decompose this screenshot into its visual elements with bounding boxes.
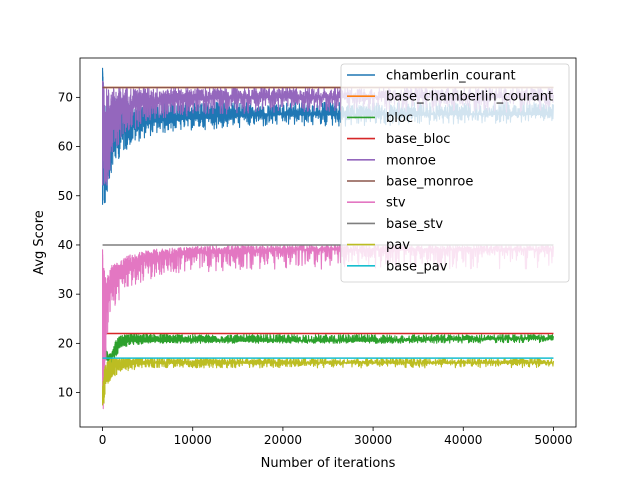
series-line-pav: [102, 357, 554, 406]
y-tick-label: 70: [58, 90, 73, 104]
y-tick-label: 50: [58, 189, 73, 203]
x-tick-label: 50000: [534, 433, 572, 447]
legend-label: base_bloc: [386, 132, 450, 147]
legend-label: monroe: [386, 153, 436, 168]
legend: chamberlin_courant base_chamberlin_couran…: [340, 63, 570, 283]
y-axis-title: Avg Score: [32, 210, 47, 275]
y-tick-label: 20: [58, 336, 73, 350]
legend-label: stv: [386, 196, 406, 211]
legend-label: base_monroe: [386, 175, 473, 190]
x-axis-title: Number of iterations: [261, 456, 396, 471]
legend-box: [340, 63, 570, 283]
legend-label: pav: [386, 238, 410, 253]
y-tick-label: 30: [58, 287, 73, 301]
series-line-bloc: [102, 333, 554, 364]
y-tick-label: 40: [58, 238, 73, 252]
x-tick-label: 30000: [354, 433, 392, 447]
legend-label: base_chamberlin_courant: [386, 90, 553, 105]
y-axis: 10 20 30 40 50 60 70: [58, 90, 80, 400]
legend-label: base_stv: [386, 217, 443, 232]
x-tick-label: 0: [99, 433, 107, 447]
y-tick-label: 10: [58, 386, 73, 400]
plot-frame: [79, 57, 577, 428]
x-tick-label: 40000: [444, 433, 482, 447]
legend-label: base_pav: [386, 259, 448, 274]
legend-label: chamberlin_courant: [386, 69, 516, 84]
legend-label: bloc: [386, 111, 413, 126]
y-tick-label: 60: [58, 140, 73, 154]
x-axis: 0 10000 20000 30000 40000 50000: [99, 427, 573, 447]
x-tick-label: 10000: [174, 433, 212, 447]
x-tick-label: 20000: [264, 433, 302, 447]
